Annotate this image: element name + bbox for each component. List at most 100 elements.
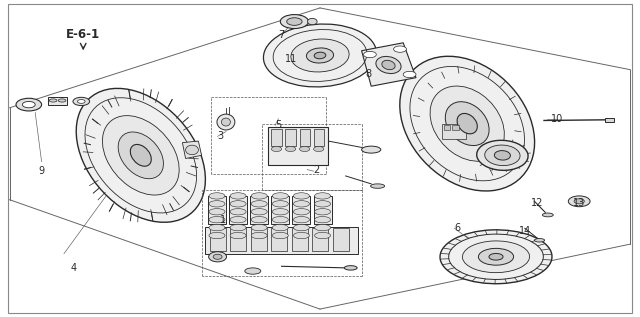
Ellipse shape [489, 253, 503, 260]
Ellipse shape [543, 213, 554, 217]
Bar [605, 118, 614, 122]
Bar [271, 196, 289, 224]
Text: 7: 7 [278, 30, 285, 40]
Ellipse shape [252, 232, 268, 239]
Ellipse shape [58, 99, 66, 102]
Ellipse shape [230, 224, 246, 231]
Ellipse shape [494, 151, 511, 160]
Circle shape [574, 199, 584, 204]
Bar [210, 228, 226, 251]
Text: 13: 13 [573, 198, 586, 208]
Ellipse shape [102, 116, 179, 195]
Ellipse shape [252, 201, 268, 207]
Text: 6: 6 [454, 223, 461, 233]
Text: 2: 2 [314, 165, 320, 175]
Ellipse shape [463, 241, 529, 273]
Ellipse shape [315, 201, 331, 207]
Circle shape [403, 71, 416, 78]
Bar [268, 127, 328, 165]
Ellipse shape [209, 217, 225, 223]
Ellipse shape [376, 56, 401, 74]
Bar [250, 196, 268, 224]
Bar [314, 196, 332, 224]
Ellipse shape [209, 193, 225, 199]
Ellipse shape [293, 217, 310, 223]
Bar [48, 97, 67, 105]
Ellipse shape [477, 140, 528, 170]
Ellipse shape [273, 224, 289, 231]
Ellipse shape [186, 145, 198, 155]
Ellipse shape [534, 239, 545, 242]
Ellipse shape [315, 232, 331, 239]
Bar [312, 228, 328, 251]
Ellipse shape [273, 209, 289, 215]
Bar [333, 228, 349, 251]
Ellipse shape [230, 209, 246, 215]
Ellipse shape [131, 145, 151, 166]
Text: 1: 1 [220, 215, 226, 225]
Circle shape [77, 100, 85, 103]
Ellipse shape [76, 88, 205, 222]
Text: 8: 8 [365, 69, 371, 80]
Bar [271, 228, 287, 251]
Circle shape [271, 146, 282, 152]
Ellipse shape [479, 248, 513, 265]
Circle shape [280, 15, 308, 29]
Ellipse shape [293, 209, 310, 215]
Ellipse shape [213, 254, 222, 259]
Ellipse shape [371, 184, 385, 188]
Circle shape [16, 98, 42, 111]
Circle shape [22, 101, 35, 108]
Ellipse shape [118, 132, 163, 179]
Bar [300, 129, 310, 146]
Ellipse shape [430, 86, 504, 161]
Ellipse shape [252, 217, 268, 223]
Ellipse shape [293, 193, 310, 199]
Bar [292, 228, 308, 251]
Bar [314, 129, 324, 146]
Ellipse shape [221, 118, 230, 126]
Ellipse shape [217, 114, 235, 130]
Text: 9: 9 [38, 166, 45, 176]
Circle shape [287, 18, 302, 25]
Text: 14: 14 [518, 226, 531, 236]
Ellipse shape [230, 232, 246, 239]
Ellipse shape [291, 39, 349, 72]
Bar [271, 129, 282, 146]
Text: 12: 12 [531, 198, 544, 208]
Circle shape [568, 196, 590, 207]
Circle shape [300, 146, 310, 152]
Ellipse shape [273, 232, 289, 239]
Ellipse shape [264, 24, 376, 87]
Ellipse shape [307, 48, 333, 63]
Circle shape [314, 146, 324, 152]
Ellipse shape [315, 193, 331, 199]
Polygon shape [362, 43, 416, 86]
Ellipse shape [457, 113, 477, 134]
Ellipse shape [293, 232, 310, 239]
Ellipse shape [307, 18, 317, 25]
Polygon shape [182, 141, 202, 158]
Bar [208, 196, 226, 224]
Ellipse shape [209, 232, 225, 239]
Text: 11: 11 [285, 54, 298, 64]
Bar [251, 228, 267, 251]
Ellipse shape [273, 193, 289, 199]
Ellipse shape [252, 224, 268, 231]
Bar [292, 196, 310, 224]
Ellipse shape [382, 60, 395, 70]
Ellipse shape [230, 201, 246, 207]
Ellipse shape [209, 201, 225, 207]
Ellipse shape [273, 217, 289, 223]
Ellipse shape [252, 193, 268, 199]
Text: E-6-1: E-6-1 [66, 28, 100, 41]
Ellipse shape [209, 252, 227, 262]
Text: 5: 5 [275, 120, 282, 130]
Ellipse shape [440, 230, 552, 284]
Ellipse shape [273, 201, 289, 207]
Circle shape [285, 146, 296, 152]
Ellipse shape [293, 224, 310, 231]
Circle shape [364, 51, 376, 58]
Bar [444, 125, 450, 130]
Ellipse shape [400, 56, 534, 191]
